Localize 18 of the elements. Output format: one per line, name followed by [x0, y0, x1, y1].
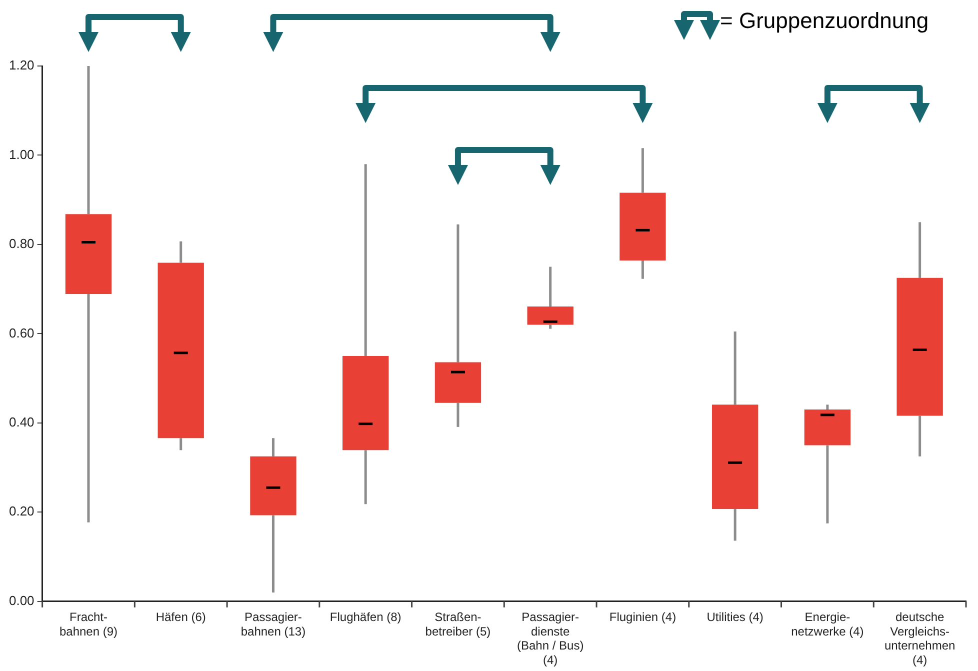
x-tick-label: Fracht- bahnen (9)	[59, 610, 118, 638]
y-tick-label: 0.20	[8, 504, 34, 519]
x-tick-label: Straßen- betreiber (5)	[425, 610, 491, 638]
x-tick-label: Passagier- bahnen (13)	[240, 610, 306, 638]
y-tick-label: 1.00	[8, 146, 34, 162]
x-tick-label: Utilities (4)	[706, 610, 764, 624]
x-tick-label: Flughäfen (8)	[330, 610, 402, 624]
text: = Gruppenzuordnung	[720, 8, 929, 34]
y-tick-label: 1.20	[8, 58, 34, 73]
y-tick-label: 0.40	[8, 414, 34, 430]
y-tick-label: 0.60	[8, 325, 34, 340]
y-tick-label: 0.80	[8, 236, 34, 252]
y-tick-label: 0.00	[8, 592, 34, 608]
x-tick-label: deutsche Vergleichs- unternehmen (4)	[884, 610, 956, 668]
x-tick-label: Passagier- dienste (Bahn / Bus) (4)	[516, 610, 584, 668]
x-tick-label: Häfen (6)	[156, 610, 206, 624]
x-tick-label: Energie- netzwerke (4)	[791, 610, 864, 638]
x-tick-label: Fluginien (4)	[609, 610, 676, 624]
